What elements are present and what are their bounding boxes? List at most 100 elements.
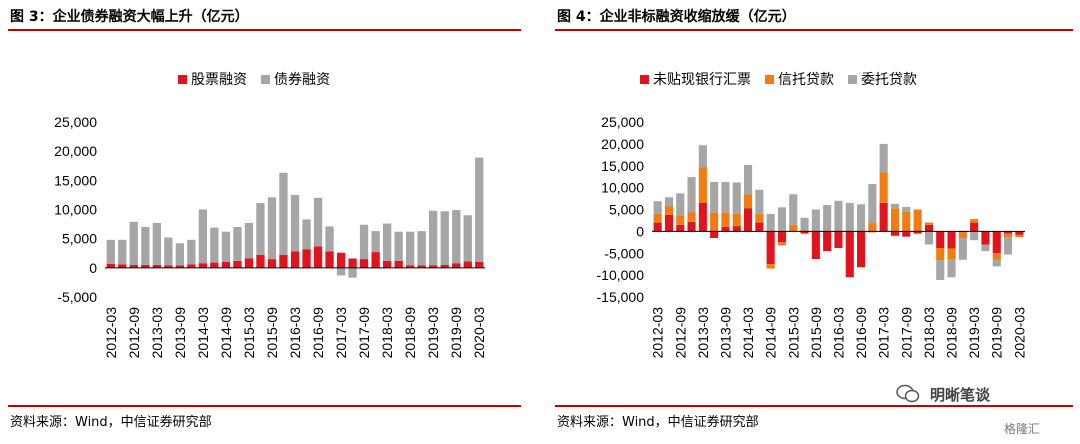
left-bar-1-2017-12 [371, 231, 380, 253]
left-legend-swatch-0 [178, 75, 187, 84]
right-bar-1-2017-12 [913, 209, 922, 232]
left-xtick-label: 2016-03 [287, 307, 303, 359]
left-xtick-label: 2017-03 [333, 307, 349, 359]
right-bar-1-2013-09 [721, 212, 730, 227]
left-bar-1-2012-12 [141, 227, 150, 265]
right-xtick-label: 2017-09 [898, 307, 914, 359]
left-title-rule [8, 29, 521, 31]
right-bar-0-2019-03 [970, 222, 979, 232]
right-bar-1-2017-03 [879, 172, 888, 203]
right-bar-0-2014-09 [766, 231, 775, 265]
right-bar-2-2012-12 [687, 177, 696, 213]
left-bar-1-2013-09 [175, 243, 184, 266]
left-chart-title: 图 3：企业债券融资大幅上升（亿元） [10, 9, 249, 25]
left-bar-0-2018-03 [383, 260, 392, 268]
right-bar-1-2013-12 [732, 213, 741, 227]
right-bar-2-2016-03 [834, 200, 843, 232]
right-bar-0-2016-03 [834, 231, 843, 248]
left-bar-1-2016-12 [325, 226, 334, 252]
right-bar-0-2017-09 [902, 231, 911, 237]
left-bar-0-2018-06 [394, 260, 403, 268]
left-ytick-label: 10,000 [54, 202, 97, 218]
left-ytick-label: 15,000 [54, 172, 97, 188]
left-bar-0-2014-03 [198, 263, 207, 268]
right-bar-1-2018-12 [958, 232, 967, 238]
right-bar-0-2014-06 [755, 222, 764, 232]
right-bar-0-2013-06 [710, 231, 719, 238]
right-bar-0-2018-06 [936, 231, 945, 248]
left-xtick-label: 2018-03 [379, 307, 395, 359]
right-bar-2-2012-03 [653, 201, 662, 214]
right-bar-0-2012-12 [687, 221, 696, 232]
left-xtick-label: 2019-03 [425, 307, 441, 359]
right-bar-2-2012-09 [676, 193, 685, 216]
left-bar-0-2012-12 [141, 264, 150, 268]
left-bar-1-2018-03 [383, 223, 392, 261]
left-legend-label-0: 股票融资 [191, 72, 247, 88]
right-ytick-label: -15,000 [597, 289, 645, 305]
left-bar-0-2017-03 [336, 252, 346, 268]
left-bar-0-2016-06 [302, 249, 311, 268]
right-xtick-label: 2014-03 [740, 307, 756, 359]
right-bar-2-2014-12 [777, 207, 786, 232]
left-bar-1-2013-12 [187, 239, 196, 265]
left-xtick-label: 2018-09 [402, 307, 418, 359]
right-bar-2-2018-03 [924, 231, 933, 245]
right-xtick-label: 2016-09 [853, 307, 869, 359]
right-bar-2-2013-09 [721, 181, 730, 213]
right-bar-2-2015-03 [789, 194, 798, 225]
watermark-text: 明晰笔谈 [930, 386, 991, 404]
left-bar-1-2014-09 [221, 231, 231, 262]
right-bar-0-2014-12 [777, 231, 786, 243]
right-ytick-label: 20,000 [601, 136, 644, 152]
left-bar-1-2019-12 [463, 215, 472, 262]
left-bar-0-2019-03 [429, 265, 438, 268]
right-bar-2-2016-12 [868, 184, 877, 224]
left-bar-1-2013-03 [152, 222, 161, 265]
right-bar-0-2017-12 [913, 231, 922, 234]
right-ytick-label: -5,000 [604, 245, 644, 261]
right-xtick-label: 2015-03 [785, 307, 801, 359]
right-bar-2-2018-09 [947, 259, 956, 278]
left-bar-1-2014-06 [210, 227, 219, 263]
right-bar-1-2019-03 [970, 219, 979, 223]
left-bar-1-2018-06 [394, 231, 403, 261]
right-xtick-label: 2017-03 [876, 307, 892, 359]
right-xtick-label: 2016-03 [831, 307, 847, 359]
left-bar-0-2018-12 [417, 265, 426, 268]
right-bar-2-2017-03 [879, 143, 888, 173]
right-bar-1-2014-09 [766, 264, 775, 269]
right-source-note: 资料来源：Wind，中信证券研究部 [557, 415, 759, 430]
left-bar-1-2012-09 [129, 221, 138, 265]
right-bar-0-2013-12 [732, 226, 741, 232]
right-ytick-label: -10,000 [597, 267, 645, 283]
right-bar-1-2016-12 [868, 223, 877, 232]
right-bar-0-2015-06 [800, 231, 809, 234]
wechat-icon [896, 384, 920, 403]
left-bar-1-2015-06 [256, 203, 265, 255]
right-xtick-label: 2014-09 [763, 307, 779, 359]
right-bar-0-2018-09 [947, 231, 956, 249]
right-bar-1-2012-09 [676, 215, 685, 225]
left-bar-1-2016-03 [290, 194, 300, 252]
right-bar-2-2016-09 [857, 204, 866, 232]
right-bar-0-2012-03 [653, 222, 662, 232]
left-ytick-label: -5,000 [57, 289, 97, 305]
right-title-rule [555, 29, 1073, 31]
right-bar-0-2017-06 [890, 231, 899, 236]
left-bar-0-2016-12 [325, 251, 334, 268]
left-xtick-label: 2012-09 [126, 307, 142, 359]
right-bar-0-2017-03 [879, 202, 888, 232]
right-bar-0-2015-09 [811, 231, 820, 259]
right-bar-1-2015-06 [800, 230, 809, 232]
right-xtick-label: 2015-09 [808, 307, 824, 359]
left-bar-0-2014-06 [210, 262, 219, 268]
left-bar-1-2014-03 [198, 209, 207, 264]
right-ytick-label: 0 [636, 223, 644, 239]
left-bar-1-2013-06 [164, 237, 173, 266]
right-bar-0-2020-03 [1015, 231, 1024, 235]
right-bar-1-2017-06 [890, 208, 899, 232]
right-bar-2-2018-06 [936, 260, 945, 280]
right-legend-label-1: 信托贷款 [778, 72, 834, 88]
